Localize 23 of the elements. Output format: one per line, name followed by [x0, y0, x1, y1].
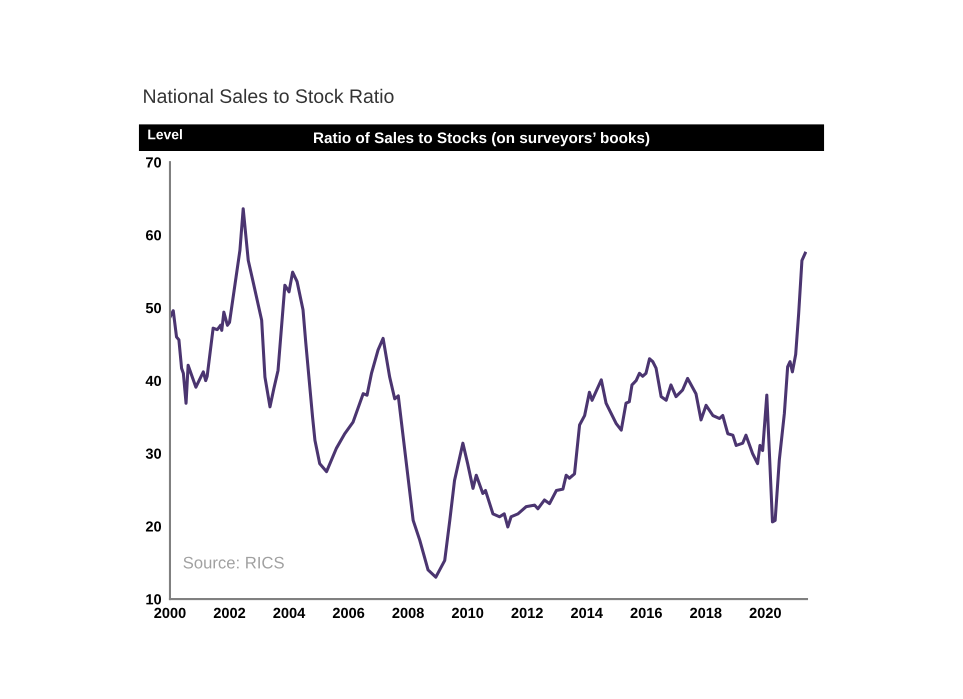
x-tick-label: 2004: [273, 608, 306, 618]
x-tick-label: 2008: [392, 608, 424, 618]
y-tick-label: 20: [146, 521, 162, 532]
y-tick-label: 70: [146, 157, 162, 168]
y-tick-label: 30: [146, 448, 162, 459]
x-tick-label: 2014: [571, 608, 603, 618]
line-series: [170, 207, 807, 579]
y-tick-label: 60: [146, 230, 162, 240]
x-tick-label: 2002: [214, 608, 246, 618]
x-tick-label: 2012: [511, 608, 543, 618]
x-tick-label: 2006: [332, 608, 364, 618]
chart-subtitle: Ratio of Sales to Stocks (on surveyors’ books): [314, 132, 650, 146]
y-tick-label: 50: [146, 302, 162, 314]
x-tick-label: 2016: [630, 608, 662, 618]
chart-title: National Sales to Stock Ratio: [144, 88, 394, 104]
x-tick-label: 2010: [452, 608, 484, 618]
y-tick-label: 40: [146, 376, 162, 386]
annotation: Source: RICS: [183, 556, 284, 569]
x-tick-label: 2018: [690, 608, 722, 618]
y-axis-title: Level: [148, 129, 182, 140]
y-tick-label: 10: [146, 594, 162, 604]
x-tick-label: 2000: [154, 608, 186, 618]
x-tick-label: 2020: [750, 608, 781, 618]
